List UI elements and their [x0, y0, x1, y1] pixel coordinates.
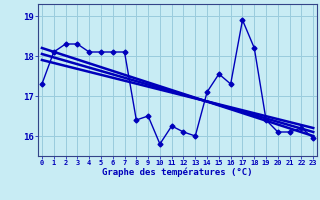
X-axis label: Graphe des températures (°C): Graphe des températures (°C) [102, 168, 253, 177]
